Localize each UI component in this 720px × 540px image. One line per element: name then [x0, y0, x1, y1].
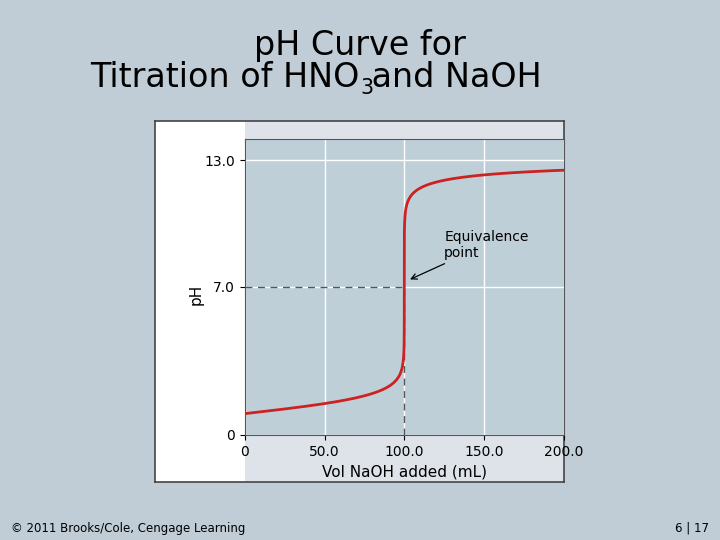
Text: and NaOH: and NaOH [361, 62, 542, 94]
Text: 6 | 17: 6 | 17 [675, 522, 709, 535]
Text: Equivalence
point: Equivalence point [411, 230, 528, 279]
Bar [155, 121, 245, 482]
Text: pH Curve for: pH Curve for [254, 29, 466, 63]
Text: 3: 3 [360, 78, 373, 98]
Text: Titration of HNO: Titration of HNO [91, 62, 360, 94]
Text: pH: pH [188, 284, 203, 305]
X-axis label: Vol NaOH added (mL): Vol NaOH added (mL) [322, 464, 487, 479]
Text: © 2011 Brooks/Cole, Cengage Learning: © 2011 Brooks/Cole, Cengage Learning [11, 522, 246, 535]
